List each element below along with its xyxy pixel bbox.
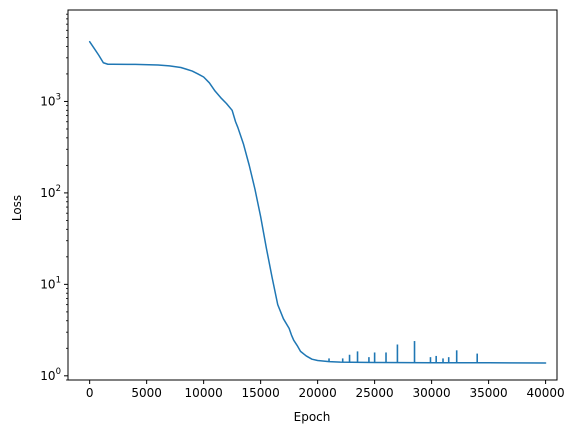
x-tick-label: 40000 (527, 386, 565, 400)
y-tick-label: 100 (40, 367, 61, 383)
x-tick-label: 25000 (356, 386, 394, 400)
y-tick-label: 101 (40, 275, 61, 291)
y-tick-label: 103 (40, 92, 61, 108)
x-tick-label: 0 (86, 386, 94, 400)
y-tick-label: 102 (40, 184, 61, 200)
loss-series-line (88, 40, 547, 364)
x-tick-label: 5000 (131, 386, 162, 400)
x-tick-label: 20000 (299, 386, 337, 400)
y-axis-label: Loss (10, 195, 24, 221)
x-tick-label: 15000 (242, 386, 280, 400)
x-axis-label: Epoch (294, 410, 331, 424)
axes-frame (67, 9, 558, 381)
x-tick-label: 30000 (413, 386, 451, 400)
x-tick-label: 10000 (185, 386, 223, 400)
plot-area (88, 40, 547, 364)
axes: 0 5000 10000 15000 20000 25000 30000 35000 40000… (40, 9, 565, 400)
x-tick-label: 35000 (470, 386, 508, 400)
